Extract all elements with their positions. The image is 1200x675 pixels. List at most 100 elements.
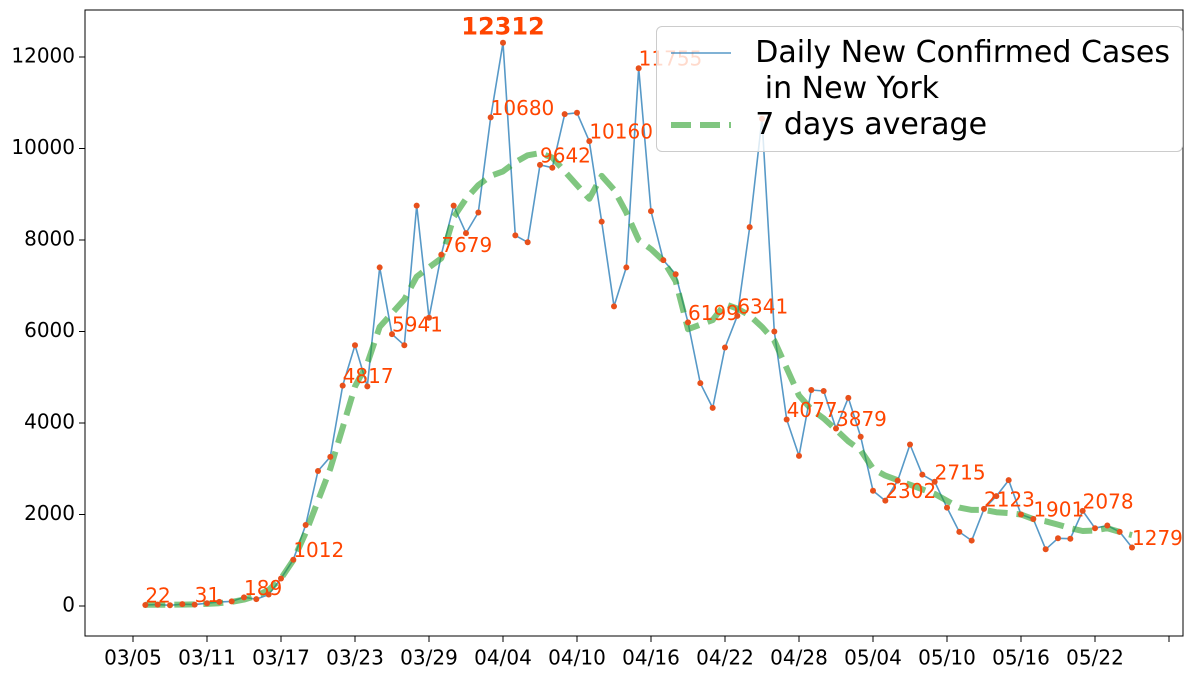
data-point xyxy=(438,251,445,258)
data-point xyxy=(722,344,728,351)
data-point xyxy=(142,601,149,608)
data-point xyxy=(1042,546,1049,553)
data-point xyxy=(833,425,839,432)
data-point xyxy=(796,452,802,459)
y-tick-label: 6000 xyxy=(24,318,75,342)
y-tick-label: 10000 xyxy=(11,135,75,159)
data-point xyxy=(771,328,778,335)
data-point xyxy=(598,218,605,225)
data-label: 7679 xyxy=(441,233,492,257)
data-label: 6199 xyxy=(688,301,739,325)
data-point xyxy=(586,138,593,145)
legend-label: Daily New Confirmed Cases in New York xyxy=(755,35,1170,106)
data-point xyxy=(672,271,679,278)
data-label: 10160 xyxy=(589,120,653,144)
peak-label: 12312 xyxy=(461,13,545,41)
x-tick-label: 03/29 xyxy=(400,646,458,670)
data-point xyxy=(1055,535,1061,542)
data-label: 9642 xyxy=(540,143,591,167)
data-point xyxy=(894,477,901,484)
data-point xyxy=(167,602,173,609)
data-point xyxy=(1067,535,1074,542)
average-line xyxy=(145,150,1133,608)
data-point xyxy=(216,598,223,605)
x-tick-label: 03/17 xyxy=(252,646,310,670)
x-tick-label: 05/04 xyxy=(844,646,902,670)
y-tick-label: 0 xyxy=(62,592,75,616)
data-point xyxy=(635,65,642,72)
data-point xyxy=(1092,525,1098,532)
data-point xyxy=(919,471,926,478)
data-point xyxy=(253,596,260,603)
data-point xyxy=(820,387,827,394)
x-tick-label: 04/10 xyxy=(548,646,606,670)
data-point xyxy=(993,493,1000,500)
data-point xyxy=(1104,522,1111,529)
data-point xyxy=(1116,528,1123,535)
data-label: 2302 xyxy=(885,479,936,503)
x-tick-label: 05/10 xyxy=(918,646,976,670)
data-point xyxy=(241,594,247,601)
data-point xyxy=(179,601,186,608)
data-point xyxy=(487,114,494,121)
data-label: 1901 xyxy=(1033,498,1084,522)
data-point xyxy=(278,575,284,582)
x-tick-label: 03/05 xyxy=(104,646,162,670)
data-point xyxy=(697,380,704,387)
plot-frame xyxy=(84,9,1184,637)
data-point xyxy=(709,404,716,411)
x-tick-label: 03/23 xyxy=(326,646,384,670)
data-label: 189 xyxy=(244,576,282,600)
data-point xyxy=(931,478,938,485)
data-point xyxy=(1129,544,1135,551)
data-label: 4077 xyxy=(787,398,838,422)
data-point xyxy=(154,601,161,608)
data-point xyxy=(265,591,272,598)
data-point xyxy=(574,109,580,116)
data-point xyxy=(450,202,457,209)
data-point xyxy=(623,264,630,271)
data-point xyxy=(561,111,568,118)
data-point xyxy=(315,468,321,475)
x-tick-label: 04/28 xyxy=(770,646,828,670)
data-point xyxy=(475,209,482,216)
legend-swatch xyxy=(671,52,732,54)
data-point xyxy=(956,528,963,535)
data-point xyxy=(1079,507,1086,514)
data-point xyxy=(463,230,469,237)
data-point xyxy=(364,383,371,390)
data-point xyxy=(389,331,395,338)
data-point xyxy=(228,598,235,605)
data-label: 1279 xyxy=(1132,526,1183,550)
x-tick-label: 05/22 xyxy=(1066,646,1124,670)
data-point xyxy=(845,394,852,401)
data-point xyxy=(882,497,889,504)
data-point xyxy=(204,600,210,607)
x-tick-label: 05/16 xyxy=(992,646,1050,670)
data-point xyxy=(512,232,519,239)
data-point xyxy=(783,416,790,423)
data-point xyxy=(549,164,556,171)
data-point xyxy=(611,303,617,310)
data-label: 3879 xyxy=(836,407,887,431)
data-point xyxy=(500,39,506,46)
data-point xyxy=(191,601,198,608)
data-point xyxy=(746,224,753,231)
legend-entry: 7 days average xyxy=(669,107,1170,143)
y-tick-label: 8000 xyxy=(24,226,75,250)
data-point xyxy=(870,487,876,494)
data-point xyxy=(413,202,420,209)
data-point xyxy=(685,319,691,326)
data-point xyxy=(857,433,864,440)
data-label: 2123 xyxy=(984,487,1035,511)
data-point xyxy=(401,342,408,349)
x-tick-label: 04/16 xyxy=(622,646,680,670)
data-point xyxy=(537,161,543,168)
data-point xyxy=(426,314,432,321)
data-point xyxy=(648,208,654,215)
data-point xyxy=(524,239,531,246)
data-point xyxy=(981,505,987,512)
legend: Daily New Confirmed Cases in New York 7 d… xyxy=(656,26,1183,152)
